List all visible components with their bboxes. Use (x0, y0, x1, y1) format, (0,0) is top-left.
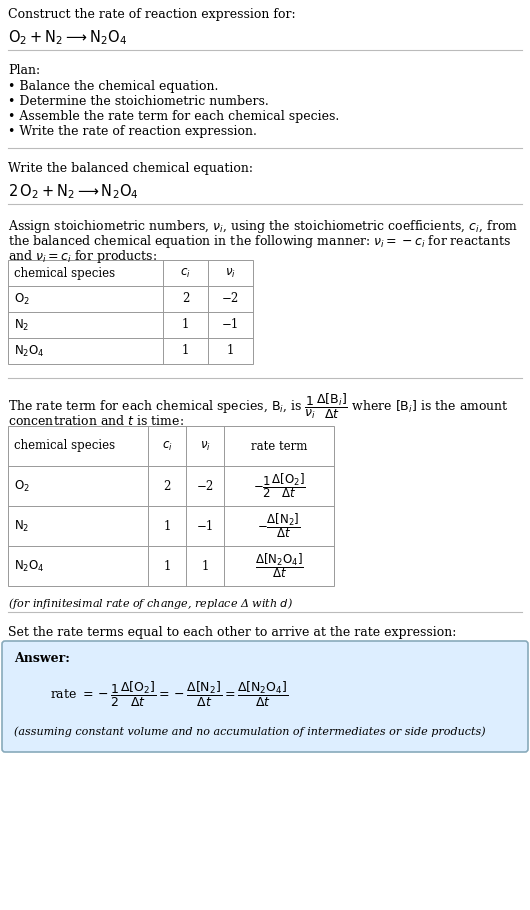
Text: $\mathrm{N_2O_4}$: $\mathrm{N_2O_4}$ (14, 343, 45, 359)
Text: $-\dfrac{\Delta[\mathrm{N_2}]}{\Delta t}$: $-\dfrac{\Delta[\mathrm{N_2}]}{\Delta t}… (257, 511, 301, 541)
Text: chemical species: chemical species (14, 440, 115, 452)
Text: −2: −2 (197, 480, 214, 492)
Text: • Write the rate of reaction expression.: • Write the rate of reaction expression. (8, 125, 257, 138)
Text: The rate term for each chemical species, $\mathrm{B}_i$, is $\dfrac{1}{\nu_i}\df: The rate term for each chemical species,… (8, 392, 509, 421)
Text: 1: 1 (182, 345, 189, 358)
Text: $\mathrm{N_2O_4}$: $\mathrm{N_2O_4}$ (14, 559, 45, 573)
FancyBboxPatch shape (2, 641, 528, 752)
Text: $\nu_i$: $\nu_i$ (200, 440, 210, 452)
Text: $\nu_i$: $\nu_i$ (225, 267, 236, 279)
Text: 2: 2 (163, 480, 171, 492)
Text: $c_i$: $c_i$ (180, 267, 191, 279)
Text: $\mathrm{N_2}$: $\mathrm{N_2}$ (14, 519, 29, 533)
Text: 1: 1 (201, 560, 209, 572)
Text: 1: 1 (163, 520, 171, 532)
Text: $\mathrm{O_2 + N_2 \longrightarrow N_2O_4}$: $\mathrm{O_2 + N_2 \longrightarrow N_2O_… (8, 28, 127, 46)
Text: $\dfrac{\Delta[\mathrm{N_2O_4}]}{\Delta t}$: $\dfrac{\Delta[\mathrm{N_2O_4}]}{\Delta … (255, 551, 303, 581)
Bar (8, 426, 334, 586)
Text: 1: 1 (227, 345, 234, 358)
Text: $\mathrm{O_2}$: $\mathrm{O_2}$ (14, 291, 30, 307)
Text: 1: 1 (163, 560, 171, 572)
Text: 1: 1 (182, 318, 189, 331)
Text: • Balance the chemical equation.: • Balance the chemical equation. (8, 80, 218, 93)
Text: rate $= -\dfrac{1}{2}\dfrac{\Delta[\mathrm{O_2}]}{\Delta t} = -\dfrac{\Delta[\ma: rate $= -\dfrac{1}{2}\dfrac{\Delta[\math… (50, 680, 289, 709)
Text: the balanced chemical equation in the following manner: $\nu_i = -c_i$ for react: the balanced chemical equation in the fo… (8, 233, 511, 250)
Text: (assuming constant volume and no accumulation of intermediates or side products): (assuming constant volume and no accumul… (14, 726, 485, 736)
Text: Write the balanced chemical equation:: Write the balanced chemical equation: (8, 162, 253, 175)
Bar (8, 260, 253, 364)
Text: $\mathrm{O_2}$: $\mathrm{O_2}$ (14, 479, 30, 493)
Text: concentration and $t$ is time:: concentration and $t$ is time: (8, 414, 184, 428)
Text: −2: −2 (222, 292, 239, 306)
Text: $\mathrm{2\,O_2 + N_2 \longrightarrow N_2O_4}$: $\mathrm{2\,O_2 + N_2 \longrightarrow N_… (8, 182, 139, 201)
Text: • Assemble the rate term for each chemical species.: • Assemble the rate term for each chemic… (8, 110, 339, 123)
Text: and $\nu_i = c_i$ for products:: and $\nu_i = c_i$ for products: (8, 248, 157, 265)
Text: Plan:: Plan: (8, 64, 40, 77)
Text: Set the rate terms equal to each other to arrive at the rate expression:: Set the rate terms equal to each other t… (8, 626, 456, 639)
Text: (for infinitesimal rate of change, replace Δ with $d$): (for infinitesimal rate of change, repla… (8, 596, 293, 611)
Text: −1: −1 (197, 520, 214, 532)
Text: Construct the rate of reaction expression for:: Construct the rate of reaction expressio… (8, 8, 296, 21)
Text: chemical species: chemical species (14, 267, 115, 279)
Text: $-\dfrac{1}{2}\dfrac{\Delta[\mathrm{O_2}]}{\Delta t}$: $-\dfrac{1}{2}\dfrac{\Delta[\mathrm{O_2}… (252, 471, 305, 500)
Text: Answer:: Answer: (14, 652, 70, 665)
Text: $c_i$: $c_i$ (162, 440, 172, 452)
Text: $\mathrm{N_2}$: $\mathrm{N_2}$ (14, 318, 29, 332)
Text: Assign stoichiometric numbers, $\nu_i$, using the stoichiometric coefficients, $: Assign stoichiometric numbers, $\nu_i$, … (8, 218, 518, 235)
Text: −1: −1 (222, 318, 239, 331)
Text: • Determine the stoichiometric numbers.: • Determine the stoichiometric numbers. (8, 95, 269, 108)
Text: rate term: rate term (251, 440, 307, 452)
Text: 2: 2 (182, 292, 189, 306)
